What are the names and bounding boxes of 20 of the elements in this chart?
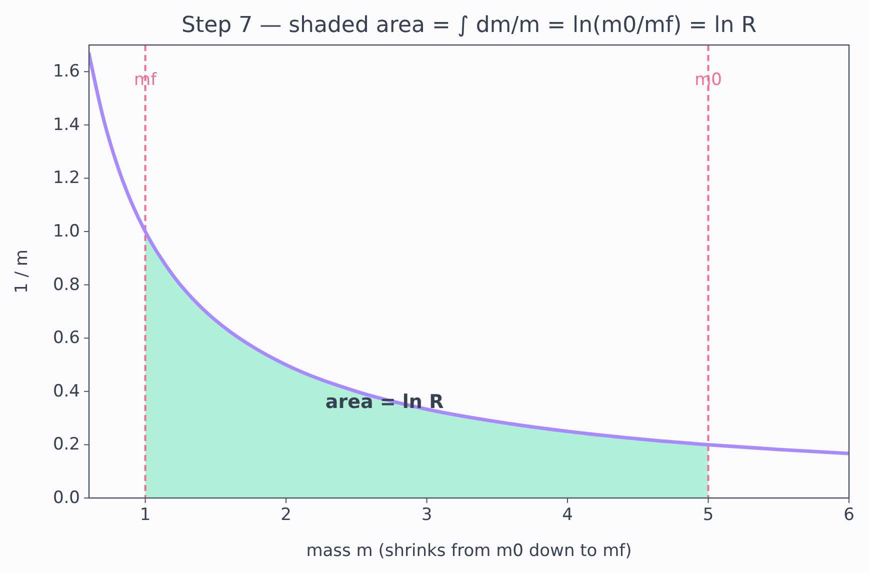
y-axis-title: 1 / m xyxy=(12,250,32,294)
ref-line-label: mf xyxy=(134,70,158,90)
y-tick-label: 0.2 xyxy=(52,434,80,455)
y-tick-label: 1.2 xyxy=(52,168,80,188)
y-tick-label: 0.4 xyxy=(52,381,80,402)
y-tick-label: 1.4 xyxy=(52,114,80,135)
x-tick-label: 6 xyxy=(844,505,854,525)
x-tick-label: 2 xyxy=(280,505,292,525)
y-tick-label: 0.8 xyxy=(52,274,80,295)
y-tick-label: 1.6 xyxy=(52,62,80,82)
y-tick-label: 0.0 xyxy=(52,488,80,508)
x-tick-label: 5 xyxy=(702,505,714,525)
chart-title: Step 7 — shaded area = ∫ dm/m = ln(m0/mf) = ln R xyxy=(182,13,756,38)
line-series xyxy=(89,52,849,456)
y-tick-label: 0.6 xyxy=(52,328,80,348)
x-axis-title: mass m (shrinks from m0 down to mf) xyxy=(306,541,632,561)
x-tick-label: 1 xyxy=(140,505,151,525)
x-tick-label: 4 xyxy=(562,505,573,525)
x-tick-label: 3 xyxy=(421,505,432,525)
y-tick-label: 1.0 xyxy=(52,222,80,242)
